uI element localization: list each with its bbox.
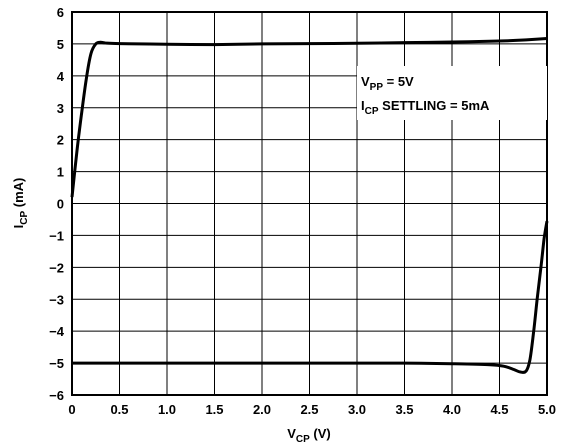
y-tick-label: −6: [49, 388, 64, 403]
y-tick-label: −1: [49, 228, 64, 243]
x-tick-label: 3.0: [348, 402, 366, 417]
annotation-vpp: VPP = 5V: [361, 74, 414, 93]
y-tick-label: 0: [57, 197, 64, 212]
y-tick-label: −3: [49, 292, 64, 307]
annotation: VPP = 5V ICP SETTLING = 5mA: [357, 66, 547, 120]
x-tick-label: 0.5: [110, 402, 128, 417]
y-tick-label: 1: [57, 165, 64, 180]
y-tick-label: 6: [57, 5, 64, 20]
x-tick-labels: 0 0.5 1.0 1.5 2.0 2.5 3.0 3.5 4.0 4.5 5.0: [68, 402, 556, 417]
x-tick-label: 0: [68, 402, 75, 417]
x-tick-label: 5.0: [538, 402, 556, 417]
y-tick-labels: −6 −5 −4 −3 −2 −1 0 1 2 3 4 5 6: [49, 5, 65, 403]
y-tick-label: −4: [49, 324, 65, 339]
y-tick-label: −2: [49, 260, 64, 275]
x-tick-label: 1.5: [205, 402, 223, 417]
x-tick-label: 4.5: [490, 402, 508, 417]
y-tick-label: 2: [57, 133, 64, 148]
x-tick-label: 4.0: [443, 402, 461, 417]
x-tick-label: 3.5: [395, 402, 413, 417]
x-tick-label: 2.5: [300, 402, 318, 417]
y-axis-label: ICP (mA): [11, 178, 30, 229]
series-line-source: [70, 37, 548, 198]
annotation-background: [357, 66, 547, 120]
annotation-icp-settling: ICP SETTLING = 5mA: [361, 98, 490, 117]
x-tick-label: 1.0: [158, 402, 176, 417]
plot-frame: [71, 11, 548, 396]
y-tick-label: 3: [57, 101, 64, 116]
x-axis-label: VCP (V): [287, 426, 331, 445]
series-line-sink: [72, 220, 549, 374]
x-tick-label: 2.0: [253, 402, 271, 417]
y-tick-label: −5: [49, 356, 64, 371]
series-lines: [70, 37, 549, 374]
y-tick-label: 4: [57, 69, 65, 84]
y-tick-label: 5: [57, 37, 64, 52]
